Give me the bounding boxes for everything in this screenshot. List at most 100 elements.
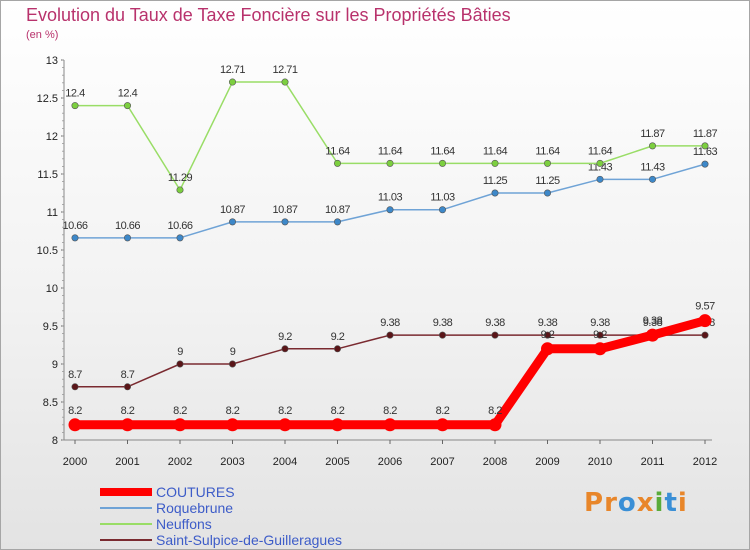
data-label: 9.38 bbox=[433, 317, 453, 329]
data-label: 12.71 bbox=[220, 64, 245, 76]
proxiti-logo: Proxiti bbox=[584, 488, 688, 518]
data-label: 8.2 bbox=[488, 405, 502, 417]
data-point bbox=[491, 189, 499, 197]
data-point bbox=[596, 175, 604, 183]
x-tick-label: 2003 bbox=[220, 456, 244, 468]
y-tick-label: 9 bbox=[52, 359, 58, 371]
data-label: 9.38 bbox=[643, 315, 663, 327]
data-point bbox=[176, 186, 184, 194]
data-point bbox=[543, 189, 551, 197]
x-tick-label: 2008 bbox=[483, 456, 507, 468]
data-label: 8.2 bbox=[278, 405, 292, 417]
data-point bbox=[124, 383, 132, 391]
data-point bbox=[281, 218, 289, 226]
data-label: 8.2 bbox=[383, 405, 397, 417]
data-point bbox=[491, 159, 499, 167]
data-point bbox=[701, 142, 709, 150]
data-point bbox=[438, 206, 446, 214]
data-point bbox=[71, 102, 79, 110]
data-label: 10.87 bbox=[220, 204, 245, 216]
data-point bbox=[229, 78, 237, 86]
data-label: 11.25 bbox=[535, 175, 560, 187]
data-label: 9.57 bbox=[695, 301, 715, 313]
data-label: 11.87 bbox=[693, 128, 718, 140]
data-label: 12.4 bbox=[118, 88, 138, 100]
data-point bbox=[386, 159, 394, 167]
x-tick-label: 2006 bbox=[378, 456, 402, 468]
data-point bbox=[176, 360, 184, 368]
data-label: 11.29 bbox=[168, 172, 193, 184]
data-point bbox=[281, 78, 289, 86]
x-tick-label: 2009 bbox=[535, 456, 559, 468]
data-point bbox=[71, 383, 79, 391]
data-label: 8.7 bbox=[121, 369, 135, 381]
data-label: 10.66 bbox=[167, 220, 192, 232]
chart-title: Evolution du Taux de Taxe Foncière sur l… bbox=[26, 5, 511, 25]
data-point bbox=[71, 234, 79, 242]
plot-area: 10.66 10.66 10.66 10.87 10.87 10.87 11.03 11.03… bbox=[62, 64, 718, 432]
data-point bbox=[543, 331, 551, 339]
data-point bbox=[331, 418, 344, 432]
data-point bbox=[701, 160, 709, 168]
y-tick-label: 10 bbox=[46, 283, 58, 295]
data-label: 9.2 bbox=[541, 329, 555, 341]
data-label: 9.2 bbox=[593, 329, 607, 341]
data-point bbox=[333, 345, 341, 353]
data-point bbox=[68, 418, 82, 432]
data-point bbox=[436, 418, 449, 432]
data-point bbox=[333, 218, 341, 226]
x-tick-label: 2004 bbox=[273, 456, 297, 468]
logo-letter: i bbox=[677, 488, 688, 518]
data-point bbox=[278, 418, 292, 432]
data-point bbox=[333, 159, 341, 167]
data-label: 10.66 bbox=[115, 220, 140, 232]
legend-swatch bbox=[100, 488, 152, 496]
data-label: 8.2 bbox=[121, 405, 135, 417]
data-label: 11.25 bbox=[483, 175, 508, 187]
x-tick-label: 2010 bbox=[588, 456, 612, 468]
data-label: 9.38 bbox=[380, 317, 400, 329]
data-label: 12.4 bbox=[65, 88, 85, 100]
y-tick-label: 11.5 bbox=[37, 169, 58, 181]
data-label: 10.87 bbox=[272, 204, 297, 216]
data-point bbox=[176, 234, 184, 242]
data-label: 10.87 bbox=[325, 204, 350, 216]
chart-subtitle: (en %) bbox=[26, 29, 59, 41]
data-label: 11.63 bbox=[693, 146, 718, 158]
data-point bbox=[124, 234, 132, 242]
logo-letter: P bbox=[584, 488, 605, 518]
legend-label: Neuffons bbox=[156, 516, 212, 532]
data-label: 11.87 bbox=[640, 128, 665, 140]
y-tick-label: 12 bbox=[46, 131, 58, 143]
axes: 8 8.5 9 9.5 10 10.5 11 11.5 12 12.5 13 2000 2001 2002… bbox=[37, 55, 718, 468]
data-point bbox=[386, 331, 394, 339]
x-tick-label: 2012 bbox=[693, 456, 717, 468]
data-label: 11.64 bbox=[535, 145, 560, 157]
data-point bbox=[438, 331, 446, 339]
data-label: 8.2 bbox=[173, 405, 187, 417]
data-point bbox=[386, 206, 394, 214]
x-tick-label: 2005 bbox=[325, 456, 349, 468]
data-point bbox=[173, 418, 187, 432]
data-label: 9.38 bbox=[590, 317, 610, 329]
data-point bbox=[541, 342, 554, 356]
data-point bbox=[121, 418, 134, 432]
data-label: 11.64 bbox=[588, 145, 613, 157]
data-point bbox=[543, 159, 551, 167]
data-point bbox=[124, 102, 132, 110]
data-point bbox=[226, 418, 239, 432]
data-label: 9.38 bbox=[643, 317, 663, 329]
x-tick-label: 2001 bbox=[115, 456, 139, 468]
y-tick-label: 8.5 bbox=[43, 397, 58, 409]
x-tick-label: 2007 bbox=[430, 456, 454, 468]
logo-letter: o bbox=[617, 488, 637, 518]
data-label: 8.2 bbox=[331, 405, 345, 417]
data-label: 8.2 bbox=[68, 405, 82, 417]
y-tick-label: 12.5 bbox=[37, 93, 58, 105]
data-label: 12.71 bbox=[272, 64, 297, 76]
data-point bbox=[488, 418, 502, 432]
data-label: 11.03 bbox=[378, 192, 403, 204]
data-point bbox=[596, 159, 604, 167]
